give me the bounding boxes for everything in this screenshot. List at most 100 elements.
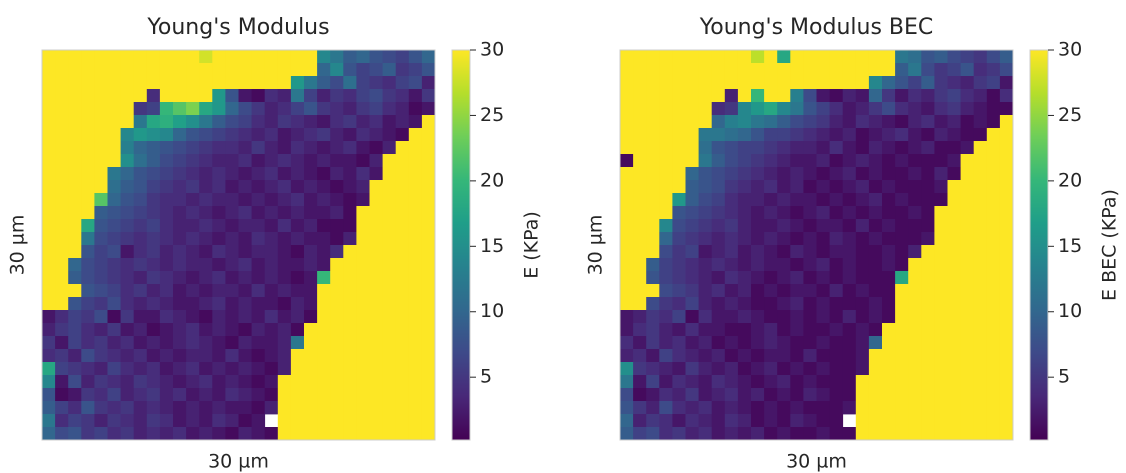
heatmap-cell (711, 50, 726, 64)
heatmap-cell (685, 89, 699, 103)
heatmap-cell (711, 115, 726, 129)
heatmap-cell (947, 102, 961, 116)
heatmap-cell (672, 89, 686, 103)
heatmap-cell (816, 141, 830, 155)
heatmap-cell (330, 271, 344, 285)
heatmap-cell (829, 401, 844, 415)
heatmap-cell (633, 63, 647, 77)
heatmap-cell (882, 427, 896, 441)
heatmap-cell (999, 271, 1014, 285)
heatmap-cell (107, 232, 121, 246)
heatmap-cell (803, 284, 817, 298)
heatmap-cell (290, 271, 305, 285)
heatmap-cell (659, 284, 673, 298)
heatmap-cell (120, 388, 135, 402)
heatmap-cell (251, 115, 266, 129)
heatmap-cell (842, 388, 857, 402)
heatmap-cell (921, 388, 935, 402)
heatmap-cell (777, 50, 791, 64)
heatmap-cell (711, 258, 726, 272)
heatmap-cell (277, 401, 292, 415)
heatmap-cell (777, 284, 791, 298)
heatmap-cell (290, 401, 305, 415)
heatmap-cell (751, 427, 765, 441)
heatmap-cell (133, 271, 148, 285)
heatmap-cell (816, 271, 830, 285)
heatmap-cell (81, 180, 95, 194)
heatmap-cell (724, 271, 739, 285)
heatmap-cell (711, 284, 726, 298)
heatmap-cell (421, 219, 436, 233)
heatmap-cell (277, 310, 292, 324)
heatmap-cell (290, 349, 305, 363)
heatmap-cell (803, 154, 817, 168)
heatmap-cell (934, 297, 948, 311)
heatmap-cell (382, 414, 397, 428)
heatmap-cell (711, 232, 726, 246)
heatmap-cell (343, 219, 357, 233)
heatmap-cell (633, 232, 647, 246)
colorbar-tick-label: 30 (480, 39, 504, 61)
heatmap-cell (790, 284, 804, 298)
heatmap-cell (829, 232, 844, 246)
heatmap-cell (895, 167, 909, 181)
heatmap-cell (986, 427, 1001, 441)
heatmap-cell (264, 388, 279, 402)
heatmap-cell (330, 154, 344, 168)
heatmap-cell (225, 63, 239, 77)
heatmap-cell (960, 401, 975, 415)
heatmap-cell (277, 414, 292, 428)
heatmap-cell (633, 323, 647, 337)
heatmap-cell (646, 141, 660, 155)
heatmap-cell (330, 349, 344, 363)
heatmap-cell (816, 193, 830, 207)
heatmap-cell (81, 362, 95, 376)
heatmap-cell (408, 50, 423, 64)
heatmap-cell (264, 271, 279, 285)
heatmap-cell (816, 232, 830, 246)
heatmap-cell (960, 336, 975, 350)
heatmap-cell (408, 206, 423, 220)
colorbar (451, 49, 471, 441)
heatmap-cell (960, 128, 975, 142)
heatmap-cell (685, 336, 699, 350)
heatmap-cell (855, 128, 870, 142)
heatmap-cell (646, 388, 660, 402)
heatmap-cell (382, 375, 397, 389)
heatmap-cell (986, 128, 1001, 142)
heatmap-cell (868, 193, 883, 207)
heatmap-cell (81, 323, 95, 337)
heatmap-cell (659, 362, 673, 376)
heatmap-cell (882, 310, 896, 324)
heatmap-cell (317, 362, 331, 376)
heatmap-cell (146, 206, 161, 220)
heatmap-cell (921, 206, 935, 220)
heatmap-cell (120, 180, 135, 194)
heatmap-cell (947, 427, 961, 441)
heatmap-cell (790, 206, 804, 220)
heatmap-cell (55, 219, 69, 233)
heatmap-cell (986, 284, 1001, 298)
heatmap-cell (94, 362, 108, 376)
heatmap-cell (882, 245, 896, 259)
heatmap-cell (934, 102, 948, 116)
heatmap-cell (764, 193, 778, 207)
heatmap-cell (94, 232, 108, 246)
heatmap-cell (986, 297, 1001, 311)
heatmap-cell (356, 50, 370, 64)
heatmap-cell (146, 232, 161, 246)
heatmap-cell (973, 310, 988, 324)
heatmap-cell (973, 414, 988, 428)
heatmap-cell (159, 375, 174, 389)
heatmap-cell (159, 388, 174, 402)
heatmap-cell (81, 349, 95, 363)
heatmap-cell (973, 375, 988, 389)
heatmap-cell (803, 388, 817, 402)
heatmap-cell (842, 206, 857, 220)
heatmap-cell (238, 89, 252, 103)
heatmap-cell (225, 245, 239, 259)
heatmap-cell (855, 427, 870, 441)
heatmap-cell (672, 284, 686, 298)
heatmap-cell (225, 76, 239, 90)
heatmap-cell (42, 115, 56, 129)
